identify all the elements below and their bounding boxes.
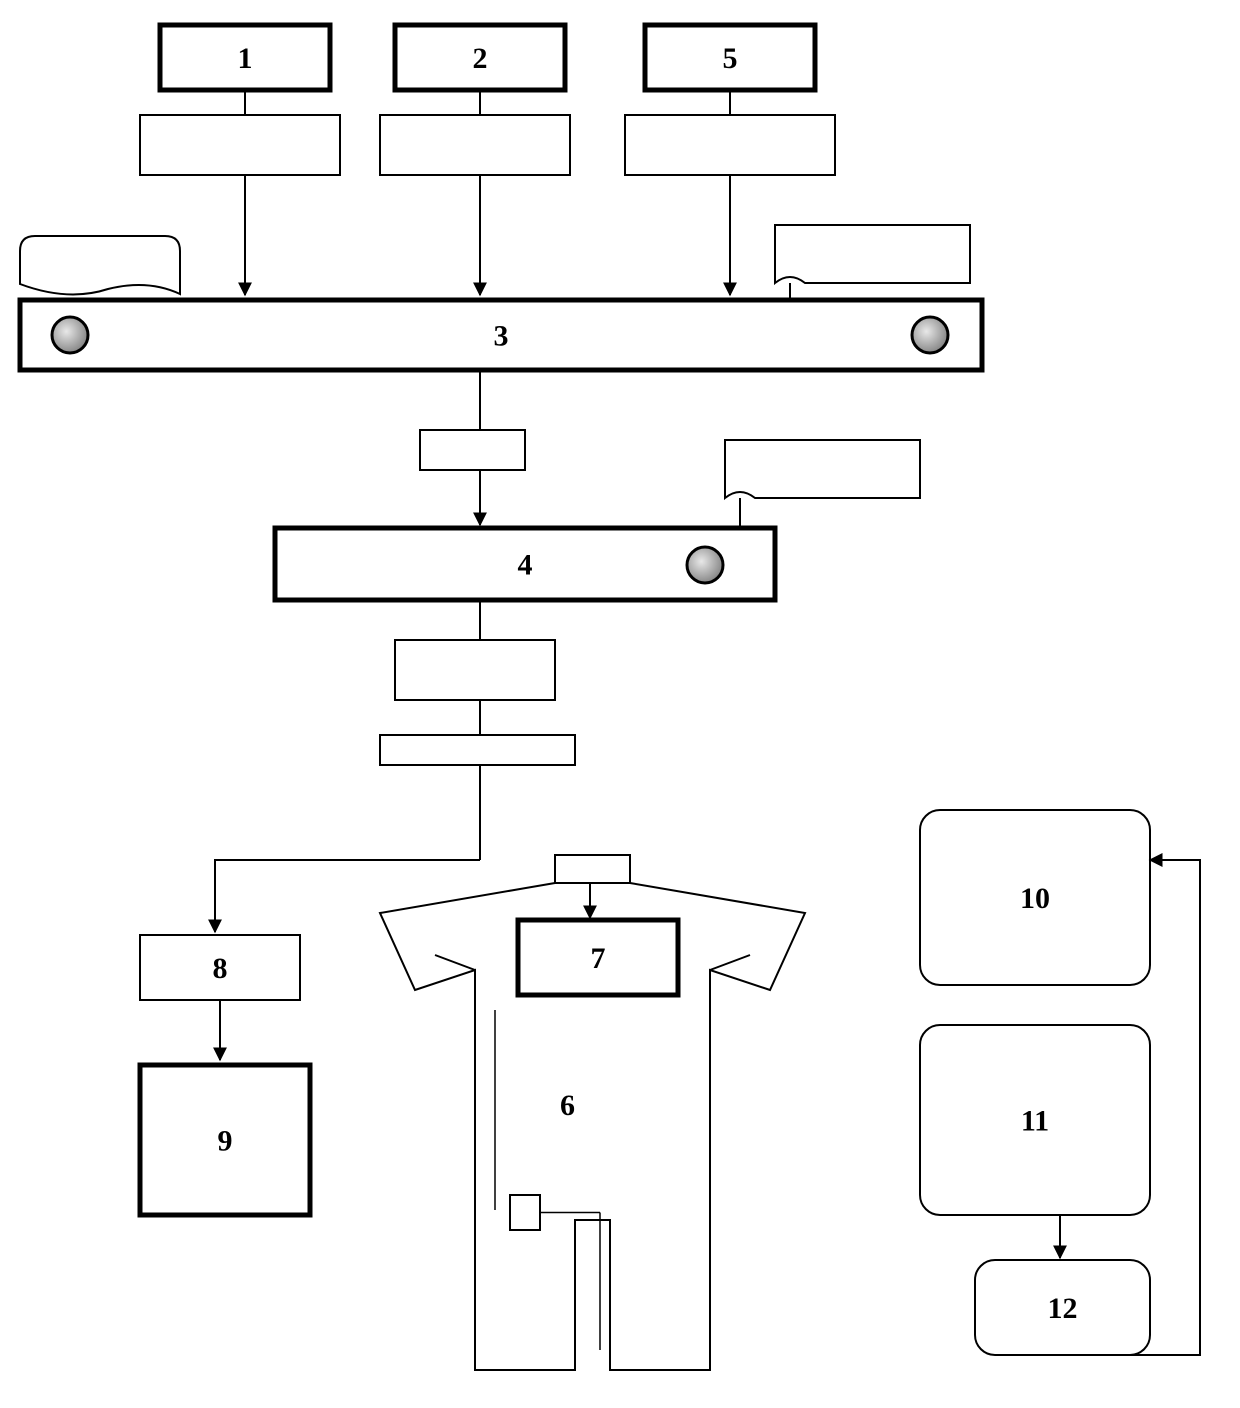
sub-box-1: [140, 115, 340, 175]
box-11-label: 11: [1021, 1105, 1049, 1138]
flowchart-diagram: 125348971011126: [0, 0, 1240, 1408]
label-6: 6: [560, 1089, 575, 1122]
box-5-label: 5: [723, 42, 738, 75]
roller-left: [52, 317, 88, 353]
box-12-label: 12: [1048, 1292, 1078, 1325]
roller-4: [687, 547, 723, 583]
box-4-label: 4: [518, 549, 533, 582]
box-8-label: 8: [213, 952, 228, 985]
mid-small-box: [420, 430, 525, 470]
box-1-label: 1: [238, 42, 253, 75]
box-2-label: 2: [473, 42, 488, 75]
mid-box: [395, 640, 555, 700]
sub-box-2: [380, 115, 570, 175]
sub-box-5: [625, 115, 835, 175]
box-10-label: 10: [1020, 882, 1050, 915]
box-9-label: 9: [218, 1125, 233, 1158]
polyline-0: [215, 860, 480, 932]
right-tag-2: [725, 440, 920, 498]
right-tag: [775, 225, 970, 283]
thin-bar: [380, 735, 575, 765]
conveyor-3-label: 3: [494, 320, 509, 353]
box-7-label: 7: [591, 942, 606, 975]
left-blob: [20, 236, 180, 294]
roller-right: [912, 317, 948, 353]
polyline-1: [1060, 860, 1200, 1355]
